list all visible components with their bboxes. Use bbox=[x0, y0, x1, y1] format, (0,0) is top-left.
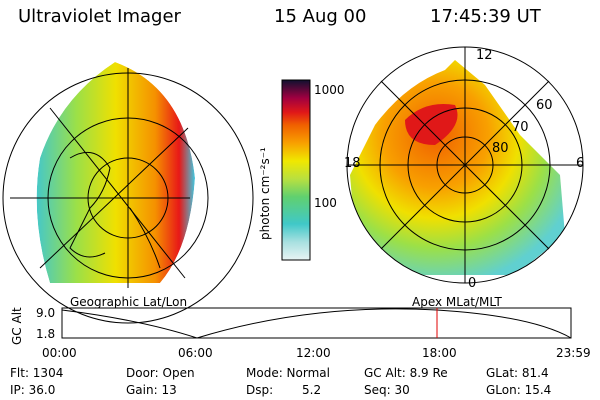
dsp-label: Dsp: bbox=[246, 383, 274, 397]
altitude-xtick-1200: 12:00 bbox=[296, 346, 331, 360]
altitude-ytick-bottom: 1.8 bbox=[36, 327, 56, 341]
auroral-emission bbox=[36, 62, 195, 283]
dsp-value: 5.2 bbox=[302, 383, 322, 397]
date-label: 15 Aug 00 bbox=[274, 6, 367, 27]
right-caption: Apex MLat/MLT bbox=[412, 295, 502, 309]
mlt-label-18: 18 bbox=[344, 156, 361, 171]
colorbar-tick-100: 100 bbox=[314, 196, 337, 210]
instrument-title: Ultraviolet Imager bbox=[18, 6, 181, 27]
lat-label-60: 60 bbox=[536, 98, 553, 113]
door-status: Door: Open bbox=[126, 366, 195, 380]
polar-plot bbox=[346, 46, 584, 284]
sequence-number: Seq: 30 bbox=[364, 383, 410, 397]
altitude-xtick-1800: 18:00 bbox=[422, 346, 457, 360]
altitude-xtick-0600: 06:00 bbox=[178, 346, 213, 360]
colorbar-tick-1000: 1000 bbox=[314, 83, 345, 97]
lat-label-70: 70 bbox=[512, 120, 529, 135]
gc-altitude: GC Alt: 8.9 Re bbox=[364, 366, 448, 380]
flight-number: Flt: 1304 bbox=[10, 366, 64, 380]
altitude-xtick-0000: 00:00 bbox=[42, 346, 77, 360]
lat-label-80: 80 bbox=[492, 141, 509, 156]
mode-value: Mode: Normal bbox=[246, 366, 330, 380]
altitude-curve bbox=[61, 308, 572, 339]
mlt-label-12: 12 bbox=[476, 48, 493, 63]
altitude-ylabel: GC Alt bbox=[10, 307, 24, 345]
altitude-plot bbox=[61, 307, 572, 339]
colorbar bbox=[281, 79, 311, 261]
geographic-longitude: GLon: 15.4 bbox=[486, 383, 552, 397]
mlt-label-6: 6 bbox=[576, 156, 585, 171]
geographic-latitude: GLat: 81.4 bbox=[486, 366, 549, 380]
colorbar-unit-label: photon cm⁻²s⁻¹ bbox=[258, 147, 272, 240]
altitude-xtick-2359: 23:59 bbox=[556, 346, 591, 360]
polar-emission bbox=[350, 60, 565, 275]
time-label: 17:45:39 UT bbox=[430, 6, 541, 27]
left-caption: Geographic Lat/Lon bbox=[70, 295, 188, 309]
geographic-image bbox=[2, 62, 254, 324]
mlt-label-0: 0 bbox=[468, 276, 477, 291]
ip-value: IP: 36.0 bbox=[10, 383, 56, 397]
gain-value: Gain: 13 bbox=[126, 383, 177, 397]
altitude-ytick-top: 9.0 bbox=[36, 306, 56, 320]
emission-hotspot bbox=[405, 104, 458, 145]
